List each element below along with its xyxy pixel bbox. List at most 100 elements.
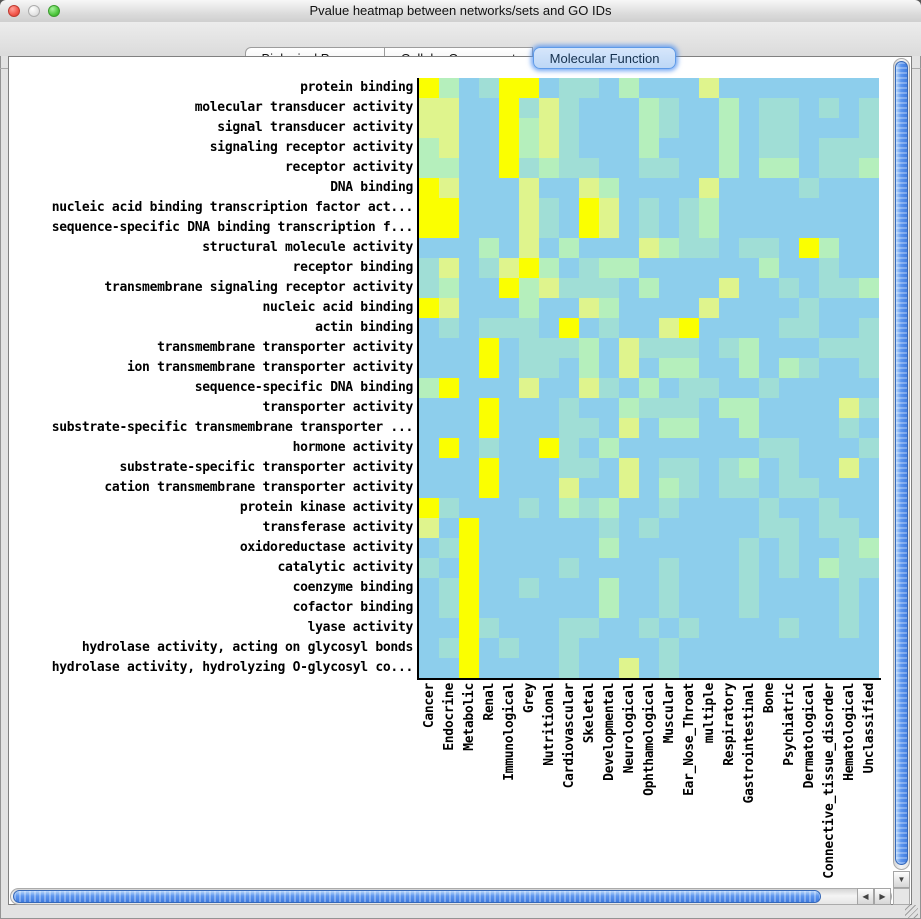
heatmap-cell	[499, 558, 519, 578]
heatmap-cell	[439, 238, 459, 258]
heatmap-cell	[639, 458, 659, 478]
heatmap-cell	[579, 478, 599, 498]
heatmap-cell	[459, 598, 479, 618]
heatmap-cell	[499, 538, 519, 558]
heatmap-cell	[539, 158, 559, 178]
heatmap-cell	[499, 618, 519, 638]
heatmap-cell	[859, 138, 879, 158]
heatmap-cell	[459, 618, 479, 638]
heatmap-cell	[519, 498, 539, 518]
heatmap-cell	[579, 158, 599, 178]
heatmap-cell	[639, 638, 659, 658]
heatmap-cell	[819, 618, 839, 638]
heatmap-cell	[559, 378, 579, 398]
heatmap-cell	[759, 198, 779, 218]
heatmap-cell	[519, 618, 539, 638]
heatmap-cell	[679, 618, 699, 638]
close-button[interactable]	[8, 5, 20, 17]
heatmap-cell	[539, 198, 559, 218]
heatmap-cell	[599, 478, 619, 498]
vertical-scrollbar-thumb[interactable]	[895, 61, 908, 865]
heatmap-cell	[599, 398, 619, 418]
vertical-scrollbar[interactable]	[893, 58, 910, 870]
heatmap-cell	[699, 458, 719, 478]
traffic-lights	[8, 5, 60, 17]
heatmap-cell	[719, 178, 739, 198]
heatmap-cell	[819, 158, 839, 178]
heatmap-cell	[679, 498, 699, 518]
heatmap-cell	[519, 438, 539, 458]
heatmap-cell	[499, 78, 519, 98]
heatmap-cell	[699, 638, 719, 658]
heatmap-cell	[839, 498, 859, 518]
heatmap-cell	[719, 358, 739, 378]
heatmap-cell	[739, 178, 759, 198]
heatmap-cell	[499, 338, 519, 358]
heatmap-cell	[739, 78, 759, 98]
heatmap-cell	[439, 338, 459, 358]
heatmap-cell	[419, 278, 439, 298]
heatmap-cell	[739, 198, 759, 218]
heatmap-cell	[659, 518, 679, 538]
heatmap-cell	[839, 138, 859, 158]
scroll-down-button[interactable]: ▼	[893, 871, 910, 888]
heatmap-cell	[839, 238, 859, 258]
heatmap-cell	[479, 538, 499, 558]
heatmap-cell	[759, 658, 779, 678]
heatmap-cell	[499, 178, 519, 198]
row-label: transporter activity	[262, 400, 413, 415]
heatmap-cell	[679, 538, 699, 558]
heatmap-cell	[799, 438, 819, 458]
heatmap-cell	[799, 78, 819, 98]
minimize-button[interactable]	[28, 5, 40, 17]
heatmap-cell	[759, 518, 779, 538]
heatmap-cell	[619, 258, 639, 278]
heatmap-cell	[419, 138, 439, 158]
heatmap-cell	[619, 118, 639, 138]
col-label: Skeletal	[581, 683, 597, 744]
heatmap-cell	[559, 658, 579, 678]
heatmap-cell	[819, 598, 839, 618]
tab-molecular-function[interactable]: Molecular Function	[532, 47, 677, 69]
heatmap-cell	[679, 378, 699, 398]
heatmap-cell	[659, 538, 679, 558]
row-label: molecular transducer activity	[194, 100, 414, 115]
heatmap-cell	[519, 358, 539, 378]
heatmap-cell	[599, 358, 619, 378]
heatmap-cell	[819, 258, 839, 278]
heatmap-cell	[539, 438, 559, 458]
heatmap-cell	[639, 398, 659, 418]
heatmap-cell	[419, 658, 439, 678]
heatmap-cell	[419, 158, 439, 178]
titlebar[interactable]: Pvalue heatmap between networks/sets and…	[0, 0, 921, 23]
heatmap-cell	[619, 338, 639, 358]
heatmap-cell	[759, 498, 779, 518]
heatmap-cell	[859, 318, 879, 338]
heatmap-cell	[559, 78, 579, 98]
heatmap-cell	[599, 158, 619, 178]
heatmap-cell	[599, 218, 619, 238]
heatmap-scrollpane: protein binding molecular transducer acti…	[8, 56, 912, 905]
zoom-button[interactable]	[48, 5, 60, 17]
heatmap-cell	[839, 78, 859, 98]
heatmap-cell	[639, 658, 659, 678]
col-label: Renal	[481, 683, 497, 721]
heatmap-cell	[659, 98, 679, 118]
heatmap-cell	[539, 298, 559, 318]
heatmap-cell	[639, 338, 659, 358]
heatmap-cell	[659, 138, 679, 158]
heatmap-cell	[859, 558, 879, 578]
heatmap-cell	[659, 418, 679, 438]
heatmap-cell	[519, 138, 539, 158]
resize-grip-icon[interactable]	[905, 905, 918, 918]
scroll-left-button[interactable]: ◀	[857, 888, 874, 905]
heatmap-cell	[779, 538, 799, 558]
heatmap-cell	[859, 538, 879, 558]
col-label: Grey	[521, 683, 537, 714]
scroll-right-button[interactable]: ▶	[874, 888, 891, 905]
heatmap-cell	[739, 398, 759, 418]
horizontal-scrollbar[interactable]	[10, 888, 892, 905]
heatmap-cell	[599, 558, 619, 578]
heatmap-cell	[659, 358, 679, 378]
horizontal-scrollbar-thumb[interactable]	[13, 890, 821, 903]
